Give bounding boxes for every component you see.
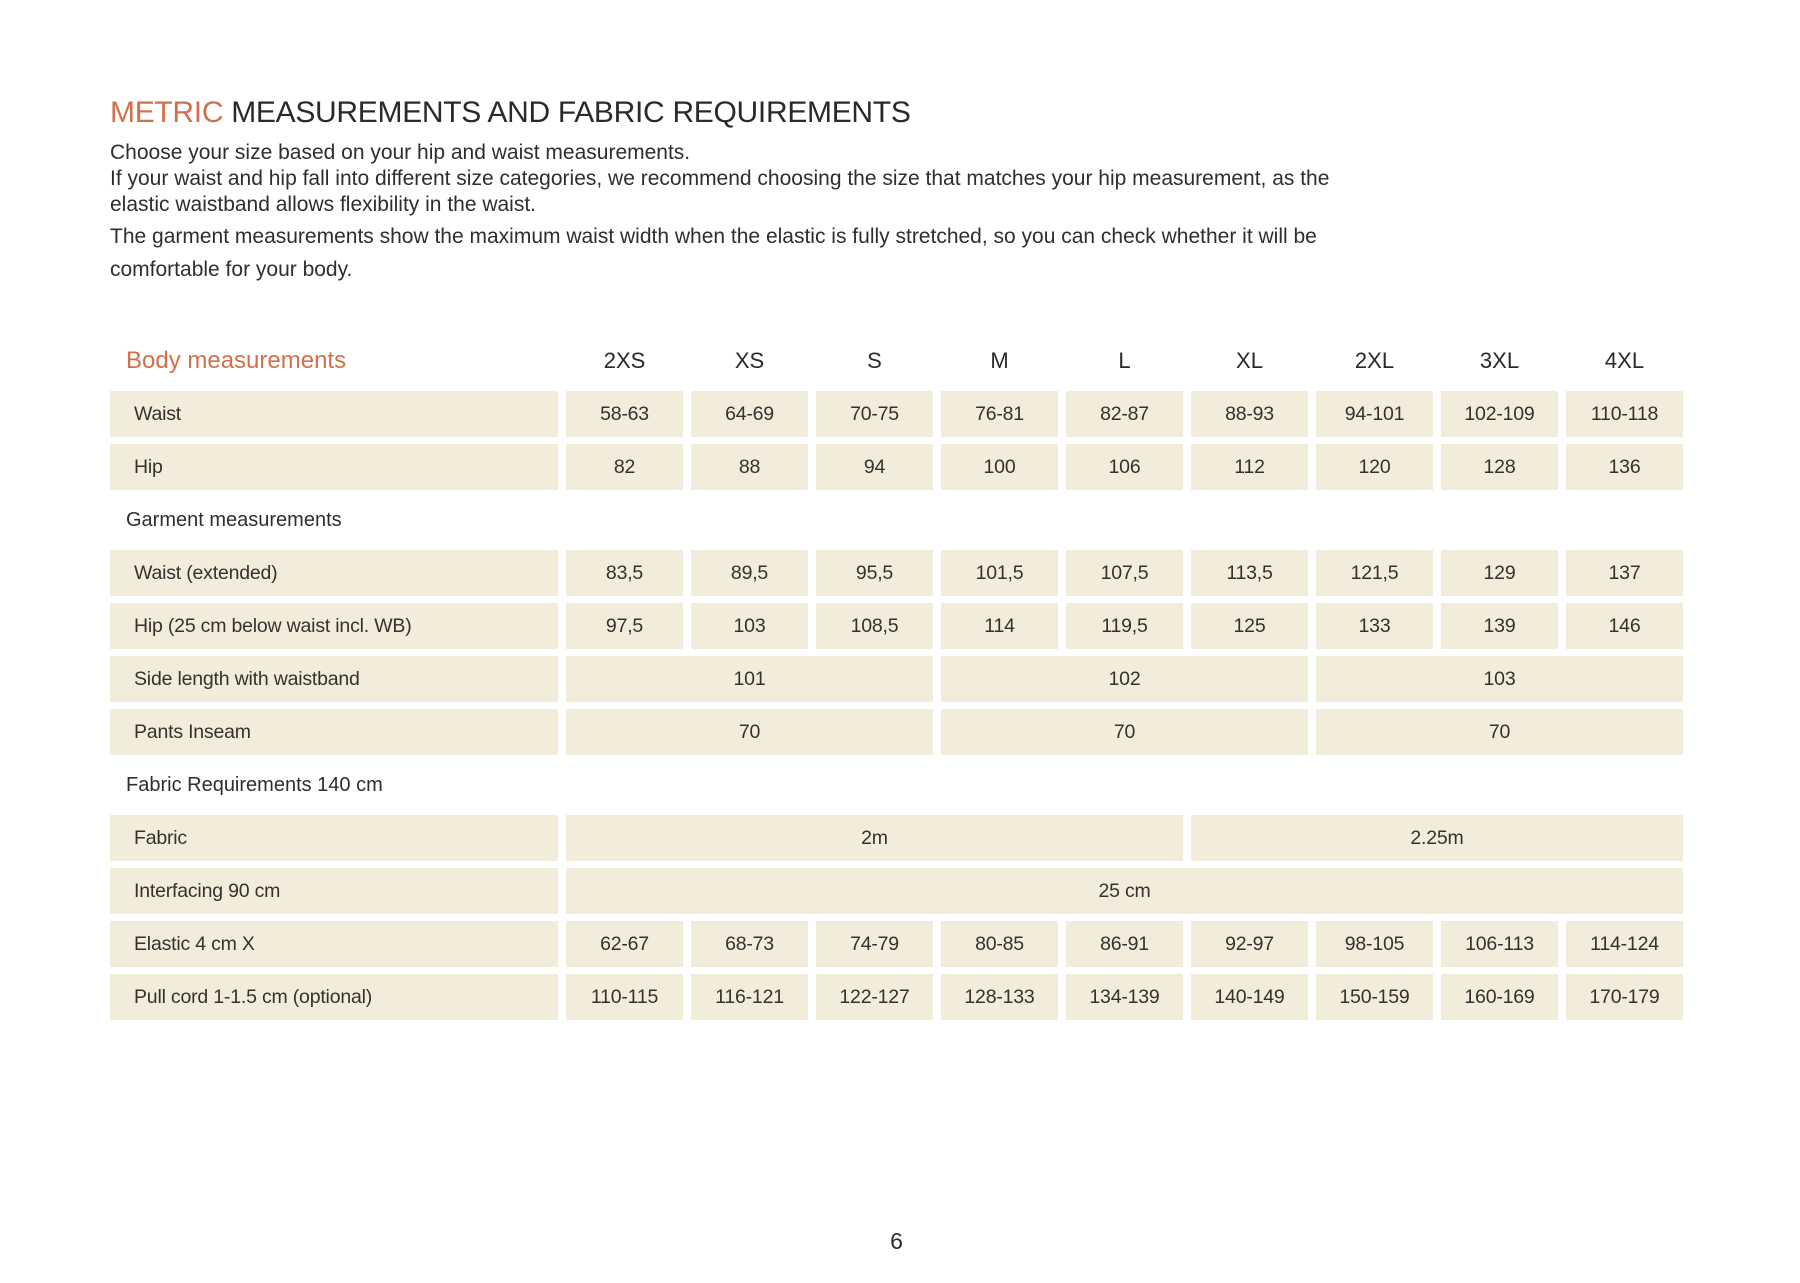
value-cell: 62-67 — [566, 921, 683, 967]
value-cell: 95,5 — [816, 550, 933, 596]
value-cell: 68-73 — [691, 921, 808, 967]
value-cell-merged: 70 — [566, 709, 933, 755]
value-cell: 103 — [691, 603, 808, 649]
value-cell: 112 — [1191, 444, 1308, 490]
value-cell: 146 — [1566, 603, 1683, 649]
section-label-fabric-requirements: Fabric Requirements 140 cm — [126, 773, 383, 796]
value-cell-merged: 102 — [941, 656, 1308, 702]
size-header-l: L — [1118, 348, 1131, 373]
value-cell: 97,5 — [566, 603, 683, 649]
page-title-accent: METRIC — [110, 96, 224, 129]
value-cell: 133 — [1316, 603, 1433, 649]
interfacing-amount: 25 cm — [566, 868, 1683, 914]
value-cell: 98-105 — [1316, 921, 1433, 967]
row-label-pants-inseam: Pants Inseam — [110, 709, 558, 755]
value-cell: 119,5 — [1066, 603, 1183, 649]
page-title-rest: MEASUREMENTS AND FABRIC REQUIREMENTS — [223, 96, 911, 129]
value-cell-merged: 103 — [1316, 656, 1683, 702]
row-label-waist-extended: Waist (extended) — [110, 550, 558, 596]
value-cell: 80-85 — [941, 921, 1058, 967]
page-title: METRIC MEASUREMENTS AND FABRIC REQUIREME… — [110, 96, 1690, 130]
table-header-body-measurements: Body measurements — [126, 347, 347, 374]
size-header-m: M — [990, 348, 1009, 373]
value-cell: 86-91 — [1066, 921, 1183, 967]
value-cell-merged: 70 — [1316, 709, 1683, 755]
value-cell: 82-87 — [1066, 391, 1183, 437]
value-cell: 89,5 — [691, 550, 808, 596]
size-header-xl: XL — [1236, 348, 1263, 373]
value-cell: 129 — [1441, 550, 1558, 596]
intro-paragraph-3: The garment measurements show the maximu… — [110, 225, 1317, 281]
value-cell: 92-97 — [1191, 921, 1308, 967]
value-cell: 134-139 — [1066, 974, 1183, 1020]
page-content: METRIC MEASUREMENTS AND FABRIC REQUIREME… — [110, 96, 1690, 1255]
value-cell: 94 — [816, 444, 933, 490]
measurements-table: Body measurements 2XS XS S M L XL 2XL 3X… — [110, 338, 1683, 1020]
value-cell: 108,5 — [816, 603, 933, 649]
value-cell: 121,5 — [1316, 550, 1433, 596]
value-cell: 106-113 — [1441, 921, 1558, 967]
value-cell: 70-75 — [816, 391, 933, 437]
value-cell: 122-127 — [816, 974, 933, 1020]
value-cell: 114 — [941, 603, 1058, 649]
row-label-hip-below-waist: Hip (25 cm below waist incl. WB) — [110, 603, 558, 649]
value-cell: 136 — [1566, 444, 1683, 490]
value-cell: 125 — [1191, 603, 1308, 649]
row-label-hip: Hip — [110, 444, 558, 490]
value-cell: 170-179 — [1566, 974, 1683, 1020]
row-label-waist: Waist — [110, 391, 558, 437]
value-cell: 140-149 — [1191, 974, 1308, 1020]
value-cell: 102-109 — [1441, 391, 1558, 437]
value-cell: 74-79 — [816, 921, 933, 967]
size-header-s: S — [867, 348, 882, 373]
value-cell: 137 — [1566, 550, 1683, 596]
size-header-4xl: 4XL — [1604, 348, 1645, 373]
fabric-amount-small-sizes: 2m — [566, 815, 1183, 861]
section-label-garment-measurements: Garment measurements — [126, 508, 342, 531]
fabric-amount-large-sizes: 2.25m — [1191, 815, 1683, 861]
value-cell: 113,5 — [1191, 550, 1308, 596]
size-header-xs: XS — [734, 348, 765, 373]
value-cell-merged: 70 — [941, 709, 1308, 755]
row-label-side-length: Side length with waistband — [110, 656, 558, 702]
intro-paragraph-1: Choose your size based on your hip and w… — [110, 141, 691, 164]
row-label-elastic: Elastic 4 cm X — [110, 921, 558, 967]
page-number: 6 — [890, 1228, 903, 1254]
value-cell: 83,5 — [566, 550, 683, 596]
value-cell: 101,5 — [941, 550, 1058, 596]
intro-text: Choose your size based on your hip and w… — [110, 140, 1690, 286]
value-cell: 64-69 — [691, 391, 808, 437]
intro-paragraph-2: If your waist and hip fall into differen… — [110, 167, 1330, 216]
value-cell: 110-115 — [566, 974, 683, 1020]
value-cell: 128 — [1441, 444, 1558, 490]
value-cell: 82 — [566, 444, 683, 490]
row-label-fabric: Fabric — [110, 815, 558, 861]
value-cell: 114-124 — [1566, 921, 1683, 967]
value-cell-merged: 101 — [566, 656, 933, 702]
value-cell: 110-118 — [1566, 391, 1683, 437]
size-header-2xs: 2XS — [603, 348, 646, 373]
value-cell: 107,5 — [1066, 550, 1183, 596]
value-cell: 94-101 — [1316, 391, 1433, 437]
size-header-3xl: 3XL — [1479, 348, 1520, 373]
value-cell: 88-93 — [1191, 391, 1308, 437]
value-cell: 116-121 — [691, 974, 808, 1020]
value-cell: 106 — [1066, 444, 1183, 490]
row-label-interfacing: Interfacing 90 cm — [110, 868, 558, 914]
value-cell: 76-81 — [941, 391, 1058, 437]
value-cell: 120 — [1316, 444, 1433, 490]
value-cell: 150-159 — [1316, 974, 1433, 1020]
value-cell: 139 — [1441, 603, 1558, 649]
value-cell: 58-63 — [566, 391, 683, 437]
value-cell: 160-169 — [1441, 974, 1558, 1020]
value-cell: 88 — [691, 444, 808, 490]
row-label-pull-cord: Pull cord 1-1.5 cm (optional) — [110, 974, 558, 1020]
value-cell: 128-133 — [941, 974, 1058, 1020]
size-header-2xl: 2XL — [1354, 348, 1395, 373]
value-cell: 100 — [941, 444, 1058, 490]
